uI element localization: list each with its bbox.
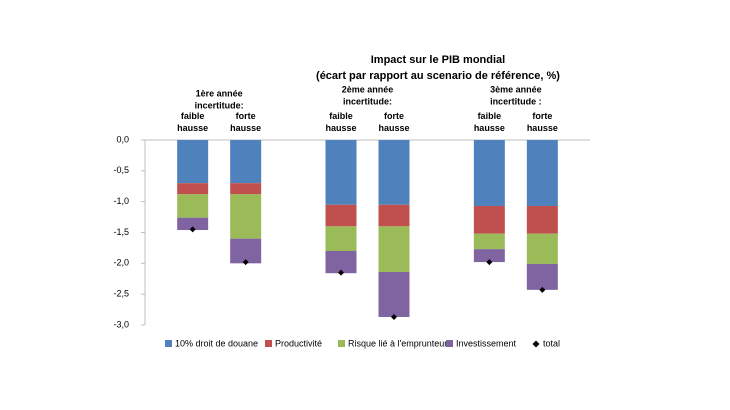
- category-label-line: hausse: [527, 123, 558, 133]
- legend-label: Investissement: [456, 338, 517, 348]
- total-marker: [486, 259, 493, 266]
- bar-segment: [230, 183, 262, 195]
- total-marker: [539, 286, 546, 293]
- legend-label: Productivité: [275, 338, 322, 348]
- bar-segment: [378, 271, 410, 317]
- category-label-line: faible: [329, 111, 353, 121]
- chart-subtitle: (écart par rapport au scenario de référe…: [316, 70, 560, 82]
- legend-swatch: [446, 340, 453, 347]
- category-label-line: hausse: [378, 123, 409, 133]
- category-label-line: forte: [532, 111, 552, 121]
- bar-segment: [230, 140, 262, 184]
- bar-segment: [526, 205, 558, 234]
- total-marker: [391, 313, 397, 320]
- category-label: faible hausse: [177, 111, 208, 133]
- category-label-line: hausse: [325, 123, 356, 133]
- y-tick-label: -1,5: [113, 227, 129, 237]
- category-label-line: forte: [236, 111, 256, 121]
- category-label-line: hausse: [177, 123, 208, 133]
- category-label: faible hausse: [474, 111, 505, 133]
- bar-segment: [325, 140, 357, 205]
- bar-segment: [473, 140, 505, 206]
- total-marker: [242, 259, 249, 266]
- category-label: forte hausse: [230, 111, 261, 133]
- bar-segment: [378, 226, 410, 272]
- bar-segment: [378, 140, 410, 205]
- bar-segment: [177, 183, 209, 195]
- category-label-line: forte: [384, 111, 404, 121]
- category-label-line: hausse: [230, 123, 261, 133]
- legend-swatch: [338, 340, 345, 347]
- category-label-line: hausse: [474, 123, 505, 133]
- y-tick-label: 0,0: [116, 134, 129, 144]
- bar-segment: [378, 204, 410, 227]
- y-tick-label: -1,0: [113, 196, 129, 206]
- bar-segment: [325, 226, 357, 251]
- bar-segment: [177, 140, 209, 184]
- bar-segment: [230, 194, 262, 239]
- y-tick-label: -2,5: [113, 289, 129, 299]
- group-label: 1ère année: [196, 88, 243, 98]
- group-label: incertitude:: [343, 96, 392, 106]
- bar-segment: [325, 251, 357, 274]
- bar-segment: [177, 194, 209, 218]
- category-label-line: faible: [478, 111, 502, 121]
- chart-title: Impact sur le PIB mondial: [371, 54, 505, 66]
- legend-swatch: [532, 340, 540, 348]
- bar-segment: [473, 205, 505, 234]
- bar-segment: [526, 233, 558, 264]
- category-label-line: faible: [181, 111, 205, 121]
- legend-label: Risque lié à l'emprunteur: [348, 338, 447, 348]
- legend-label: total: [543, 338, 560, 348]
- group-label: 2ème année: [342, 84, 394, 94]
- bar-segment: [473, 249, 505, 263]
- bar-segment: [473, 233, 505, 250]
- y-tick-label: -3,0: [113, 319, 129, 329]
- total-marker: [338, 269, 344, 276]
- category-label: faible hausse: [325, 111, 356, 133]
- bar-segment: [526, 140, 558, 206]
- legend-swatch: [165, 340, 172, 347]
- group-label: incertitude:: [195, 100, 244, 110]
- group-label: 3ème année: [490, 84, 542, 94]
- y-tick-label: -0,5: [113, 165, 129, 175]
- category-label: forte hausse: [527, 111, 558, 133]
- legend-label: 10% droit de douane: [175, 338, 258, 348]
- legend-swatch: [265, 340, 272, 347]
- y-tick-label: -2,0: [113, 258, 129, 268]
- category-label: forte hausse: [378, 111, 409, 133]
- total-marker: [189, 226, 196, 233]
- group-label: incertitude :: [490, 96, 542, 106]
- bar-segment: [526, 263, 558, 290]
- bar-segment: [325, 204, 357, 227]
- bar-segment: [177, 217, 209, 231]
